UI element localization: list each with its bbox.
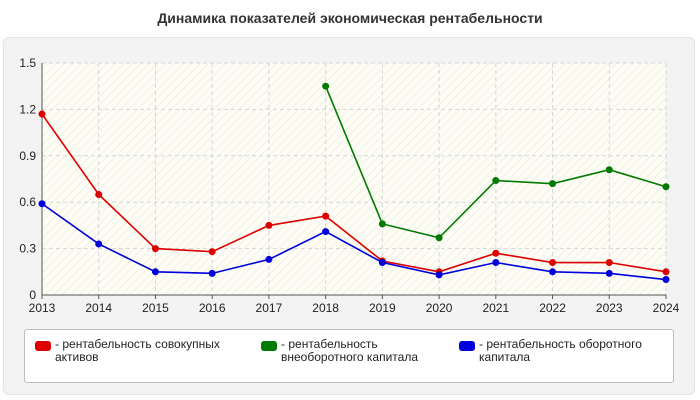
data-point — [549, 259, 557, 267]
data-point — [662, 268, 670, 276]
legend-label: рентабельность внеоборотного капитала — [281, 338, 461, 364]
data-point — [435, 271, 443, 279]
data-point — [38, 200, 46, 208]
x-tick-label: 2017 — [256, 301, 283, 315]
data-point — [151, 245, 159, 253]
data-point — [38, 110, 46, 118]
data-point — [208, 248, 216, 256]
legend-item-fixed-capital: рентабельность внеоборотного капитала — [261, 338, 461, 364]
x-tick-label: 2023 — [596, 301, 623, 315]
data-point — [605, 269, 613, 277]
legend-label: рентабельность оборотного капитала — [479, 338, 673, 364]
data-point — [265, 221, 273, 229]
data-point — [492, 177, 500, 185]
series-line — [41, 203, 667, 281]
data-point — [322, 82, 330, 90]
chart-title: Динамика показателей экономическая рента… — [157, 10, 543, 26]
y-tick-label: 1.2 — [19, 102, 36, 116]
data-point — [322, 228, 330, 236]
y-tick-label: 0.6 — [19, 195, 36, 209]
data-point — [322, 212, 330, 220]
data-point — [605, 259, 613, 267]
legend-label: рентабельность совокупных активов — [55, 338, 255, 364]
y-tick-label: 0 — [29, 288, 36, 302]
x-tick-label: 2024 — [653, 301, 680, 315]
x-tick-label: 2019 — [369, 301, 396, 315]
data-point — [378, 259, 386, 267]
series-1 — [322, 82, 670, 242]
data-point — [662, 276, 670, 284]
data-point — [95, 240, 103, 248]
axes — [41, 63, 667, 299]
data-point — [435, 234, 443, 242]
x-tick-label: 2015 — [142, 301, 169, 315]
x-tick-label: 2018 — [312, 301, 339, 315]
legend-swatch-red — [35, 341, 51, 351]
tick-labels: 0 0.3 0.6 0.9 1.2 1.5 2013 2014 2015 2016 2017 2018… — [19, 56, 679, 315]
legend-item-total-assets: рентабельность совокупных активов — [35, 338, 255, 364]
x-tick-label: 2014 — [85, 301, 112, 315]
x-tick-label: 2020 — [426, 301, 453, 315]
legend-item-working-capital: рентабельность оборотного капитала — [459, 338, 673, 364]
y-tick-label: 0.3 — [19, 242, 36, 256]
legend-swatch-green — [261, 341, 277, 351]
y-tick-label: 1.5 — [19, 56, 36, 70]
x-tick-label: 2013 — [29, 301, 56, 315]
series-2 — [38, 200, 670, 284]
y-tick-label: 0.9 — [19, 149, 36, 163]
legend: рентабельность совокупных активов рентаб… — [24, 329, 674, 383]
data-point — [95, 190, 103, 198]
x-tick-label: 2016 — [199, 301, 226, 315]
data-point — [208, 269, 216, 277]
data-point — [265, 255, 273, 263]
x-tick-label: 2021 — [482, 301, 509, 315]
data-point — [605, 166, 613, 174]
series-line — [41, 113, 667, 273]
data-point — [492, 249, 500, 257]
data-point — [492, 259, 500, 267]
legend-swatch-blue — [459, 341, 475, 351]
data-point — [549, 268, 557, 276]
series-lines — [38, 82, 670, 284]
data-point — [549, 180, 557, 188]
plot-area — [42, 63, 666, 295]
data-point — [378, 220, 386, 228]
x-tick-label: 2022 — [539, 301, 566, 315]
data-point — [151, 268, 159, 276]
data-point — [662, 183, 670, 191]
